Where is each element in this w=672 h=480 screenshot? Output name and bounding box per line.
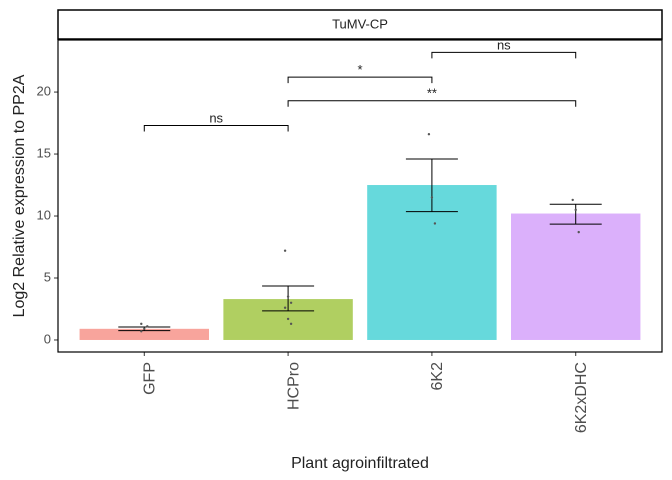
data-point (140, 322, 143, 326)
data-point (283, 306, 287, 309)
bar (511, 213, 641, 340)
data-point (433, 222, 437, 225)
data-point (427, 133, 431, 136)
data-point (286, 295, 290, 298)
significance-bracket (431, 51, 577, 59)
significance-label: ns (209, 111, 223, 126)
data-point (283, 249, 287, 252)
data-point (146, 325, 149, 328)
x-tick-label: GFP (142, 362, 159, 395)
x-tick-label: HCPro (285, 362, 302, 410)
x-tick-label: 6K2xDHC (573, 362, 590, 433)
panel-border (57, 39, 663, 353)
facet-strip (57, 9, 663, 40)
bar (79, 328, 209, 340)
x-axis-label: Plant agroinfiltrated (291, 455, 429, 472)
error-bar (262, 285, 315, 312)
data-point (574, 208, 577, 212)
significance-label: * (357, 62, 362, 77)
data-point (289, 301, 293, 304)
facet-label: TuMV-CP (332, 16, 388, 31)
y-tick-label: 10 (37, 207, 51, 222)
significance-label: ** (427, 86, 437, 101)
significance-bracket (287, 76, 433, 84)
significance-bracket (143, 125, 289, 132)
y-tick-label: 20 (37, 83, 51, 98)
y-axis-label: Log2 Relative expression to PP2A (11, 74, 28, 317)
data-point (571, 198, 574, 202)
significance-bracket (287, 100, 577, 107)
data-point (286, 317, 290, 321)
data-point (143, 327, 146, 331)
y-tick-label: 5 (44, 269, 51, 284)
y-tick-label: 0 (44, 331, 51, 346)
error-bar (549, 203, 602, 225)
significance-label: ns (497, 37, 511, 52)
error-bar (405, 158, 458, 213)
x-tick-label: 6K2 (429, 362, 446, 391)
data-point (289, 322, 293, 326)
data-point (577, 230, 580, 234)
data-point (430, 196, 434, 199)
data-point (140, 330, 143, 333)
y-tick-label: 15 (37, 145, 51, 160)
